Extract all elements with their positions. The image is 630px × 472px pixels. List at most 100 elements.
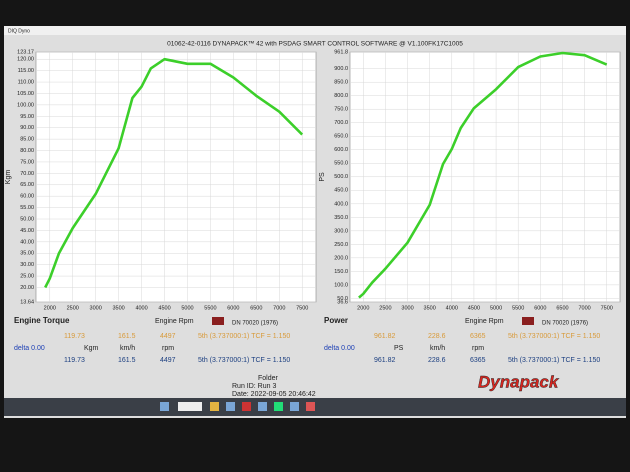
rpm-button: [212, 317, 224, 325]
y-tick-label: 400.0: [334, 201, 348, 207]
y-tick-label: 600.0: [334, 147, 348, 153]
y-axis-label: PS: [319, 172, 326, 182]
x-tick-label: 6000: [227, 305, 239, 311]
unit: PS: [394, 345, 404, 352]
y-tick-label: 350.0: [334, 215, 348, 221]
x-tick-label: 5000: [490, 305, 502, 311]
data-line: [44, 57, 304, 289]
data-line: [358, 51, 608, 299]
delta: delta 0.00: [14, 345, 45, 352]
x-tick-label: 5000: [181, 305, 193, 311]
value: 161.5: [118, 357, 136, 364]
rpm-label: Engine Rpm: [465, 318, 504, 325]
y-tick-label: 65.00: [20, 182, 34, 188]
readout-value: 228.6: [428, 333, 446, 340]
x-tick-label: 3500: [424, 305, 436, 311]
rpm-button: [522, 317, 534, 325]
unit: rpm: [162, 345, 174, 352]
y-tick-label: 80.00: [20, 148, 34, 154]
y-tick-label: 500.0: [334, 174, 348, 180]
y-tick-label: 200.0: [334, 255, 348, 261]
x-tick-label: 2500: [67, 305, 79, 311]
y-tick-label: 90.00: [20, 125, 34, 131]
run-id: Run ID: Run 3: [232, 383, 276, 390]
x-tick-label: 2000: [44, 305, 56, 311]
y-tick-label: 85.00: [20, 137, 34, 143]
x-tick-label: 3500: [112, 305, 124, 311]
readout-value: 6365: [470, 333, 486, 340]
y-tick-label: 55.00: [20, 205, 34, 211]
y-tick-label: 250.0: [334, 242, 348, 248]
value: 6365: [470, 357, 486, 364]
unit: Kgm: [84, 345, 99, 352]
x-tick-label: 7500: [296, 305, 308, 311]
folder: Folder: [258, 375, 279, 382]
y-tick-label: 70.00: [20, 171, 34, 177]
y-tick-label: 30.00: [20, 262, 34, 268]
y-tick-label: 50.0: [337, 296, 348, 302]
y-tick-label: 20.00: [20, 285, 34, 291]
x-tick-label: 3000: [401, 305, 413, 311]
y-tick-label: 36.6: [337, 299, 348, 305]
y-tick-label: 450.0: [334, 188, 348, 194]
y-tick-label: 961.8: [334, 49, 348, 55]
x-tick-label: 4500: [158, 305, 170, 311]
x-tick-label: 5500: [204, 305, 216, 311]
value: 119.73: [64, 357, 85, 364]
unit: rpm: [472, 345, 484, 352]
y-tick-label: 75.00: [20, 159, 34, 165]
panel-title: Engine Torque: [14, 316, 70, 325]
x-tick-label: 7000: [273, 305, 285, 311]
x-tick-label: 4000: [135, 305, 147, 311]
y-tick-label: 300.0: [334, 228, 348, 234]
header: 01062-42-0116 DYNAPACK™ 42 with PSDAG SM…: [167, 41, 463, 48]
y-tick-label: 45.00: [20, 228, 34, 234]
value: 961.82: [374, 357, 396, 364]
x-tick-label: 3000: [90, 305, 102, 311]
y-tick-label: 110.00: [18, 80, 34, 86]
logo: Dynapack: [478, 372, 560, 391]
taskbar-icons: [160, 402, 315, 411]
x-tick-label: 6500: [250, 305, 262, 311]
y-tick-label: 60.00: [20, 194, 34, 200]
y-tick-label: 35.00: [20, 251, 34, 257]
readout-value: 161.5: [118, 333, 136, 340]
window-title: DIQ Dyno: [8, 28, 30, 34]
unit: km/h: [430, 345, 445, 352]
y-tick-label: 105.00: [17, 91, 34, 97]
y-tick-label: 700.0: [334, 120, 348, 126]
delta: delta 0.00: [324, 345, 355, 352]
x-tick-label: 5500: [512, 305, 524, 311]
readout-value: 5th (3.737000:1) TCF = 1.150: [508, 333, 600, 340]
y-tick-label: 123.17: [17, 49, 34, 55]
y-tick-label: 100.0: [334, 282, 348, 288]
readout-value: 119.73: [64, 333, 85, 340]
x-tick-label: 6000: [534, 305, 546, 311]
rpm-label: Engine Rpm: [155, 318, 194, 325]
window-bar: [4, 26, 626, 35]
value: 228.6: [428, 357, 446, 364]
y-tick-label: 50.00: [20, 216, 34, 222]
y-tick-label: 650.0: [334, 134, 348, 140]
x-tick-label: 6500: [556, 305, 568, 311]
y-tick-label: 150.0: [334, 269, 348, 275]
value: 5th (3.737000:1) TCF = 1.150: [198, 357, 290, 364]
y-tick-label: 25.00: [20, 274, 34, 280]
value: 5th (3.737000:1) TCF = 1.150: [508, 357, 600, 364]
value: 4497: [160, 357, 176, 364]
x-tick-label: 4500: [468, 305, 480, 311]
y-tick-label: 40.00: [20, 239, 34, 245]
y-tick-label: 115.00: [18, 68, 34, 74]
y-tick-label: 800.0: [334, 93, 348, 99]
x-tick-label: 4000: [446, 305, 458, 311]
x-tick-label: 7000: [578, 305, 590, 311]
y-tick-label: 550.0: [334, 161, 348, 167]
readout-value: 4497: [160, 333, 176, 340]
dn-label: DN 70020 (1976): [542, 321, 588, 327]
readout-value: 961.82: [374, 333, 396, 340]
y-axis-label: Kgm: [5, 170, 12, 185]
x-tick-label: 2500: [379, 305, 391, 311]
readout-value: 5th (3.737000:1) TCF = 1.150: [198, 333, 290, 340]
